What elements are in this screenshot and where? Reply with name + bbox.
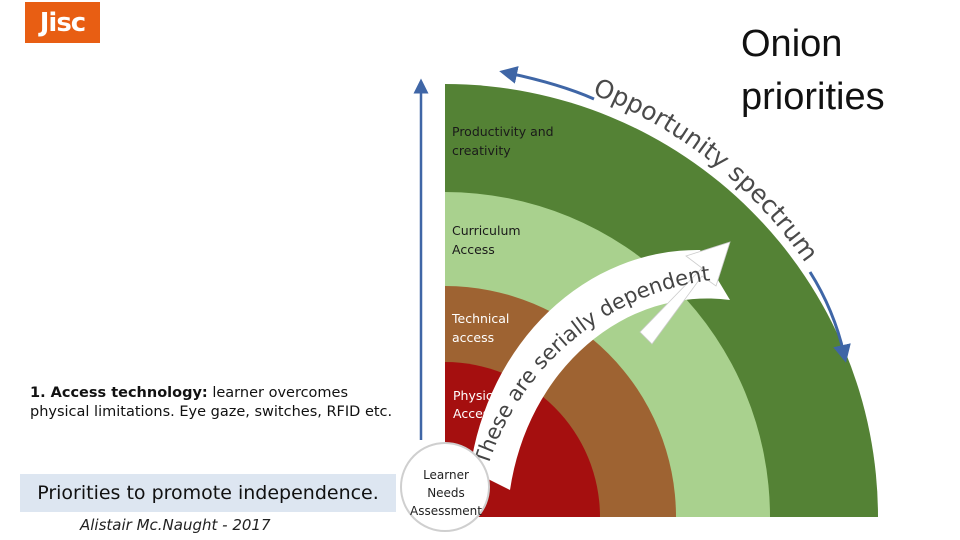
dependency-arrow	[639, 241, 731, 345]
core-line-2: Needs	[427, 486, 465, 500]
title-line-1: Onion	[741, 23, 843, 65]
note-heading: 1. Access technology:	[30, 385, 208, 401]
priorities-rest: to promote independence.	[126, 482, 379, 504]
ring-label-physical-2: Access	[453, 406, 496, 421]
ring-label-curriculum-2: Access	[452, 242, 495, 257]
note-text: learner overcomes physical limitations. …	[30, 385, 393, 420]
ring-label-productivity-1: Productivity and	[452, 124, 554, 139]
priorities-word: Priorities	[37, 482, 121, 504]
ring-label-curriculum-1: Curriculum	[452, 223, 521, 238]
core-line-3: Assessment	[410, 504, 482, 518]
page-title: Onion priorities	[741, 18, 885, 124]
priorities-banner: Priorities to promote independence.	[20, 474, 396, 512]
ring-label-technical-1: Technical	[451, 311, 509, 326]
core-line-1: Learner	[423, 468, 469, 482]
learner-needs-circle	[400, 442, 490, 532]
access-technology-note: 1. Access technology: learner overcomes …	[30, 384, 400, 422]
right-curved-arrow	[808, 271, 851, 363]
ring-label-technical-2: access	[452, 330, 494, 345]
title-line-2: priorities	[741, 76, 885, 118]
left-curved-arrow	[499, 66, 595, 101]
author-credit: Alistair Mc.Naught - 2017	[80, 516, 271, 534]
ring-label-physical-1: Physical	[453, 388, 504, 403]
ring-label-productivity-2: creativity	[452, 143, 511, 158]
jisc-logo: Jisc	[25, 2, 100, 43]
